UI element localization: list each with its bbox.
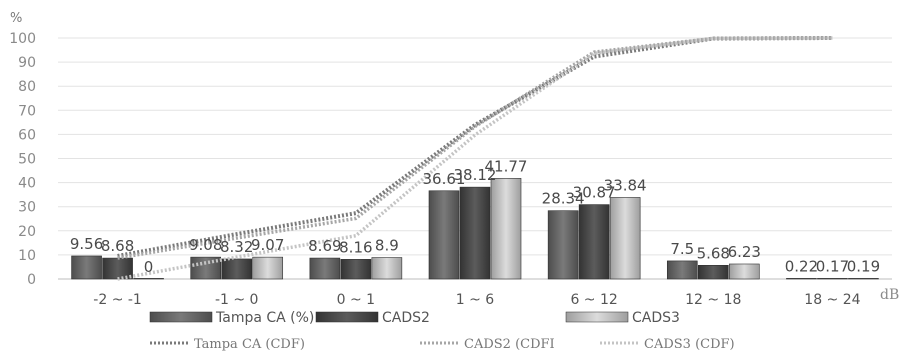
x-tick-label: 12 ~ 18	[685, 292, 741, 308]
bar	[848, 278, 879, 280]
x-tick-label: 6 ~ 12	[570, 292, 617, 308]
data-labels: 9.56 9.08 8.69 36.61 28.34 7.5 0.22 8.68 8.32 8.1…	[70, 157, 880, 276]
bar	[252, 256, 284, 280]
data-label: 8.16	[339, 238, 372, 256]
data-label: 8.32	[220, 238, 253, 256]
data-label: 5.68	[697, 244, 730, 262]
bar	[340, 259, 372, 280]
bar	[102, 257, 133, 280]
legend-label: CADS3 (CDF)	[644, 337, 735, 352]
data-label: 38.12	[454, 166, 497, 184]
gridlines	[58, 37, 892, 280]
y-tick-label: 90	[18, 55, 36, 71]
x-axis-unit: dB	[880, 287, 899, 303]
data-label: 28.34	[542, 190, 585, 208]
legend-label: Tampa CA (%)	[215, 310, 314, 326]
y-tick-label: 30	[18, 200, 36, 216]
bar	[428, 190, 460, 280]
bar	[221, 258, 253, 280]
bar	[547, 210, 579, 280]
bar	[578, 204, 610, 280]
data-label: 33.84	[604, 176, 647, 194]
data-label: 8.68	[101, 237, 134, 255]
y-tick-label: 100	[9, 31, 36, 47]
bar	[609, 197, 641, 280]
cdf-lines	[117, 36, 833, 281]
x-tick-label: 0 ~ 1	[337, 292, 375, 308]
data-label: 0	[144, 258, 154, 276]
x-tick-label: 1 ~ 6	[456, 292, 495, 308]
legend-label: Tampa CA (CDF)	[194, 337, 305, 352]
data-label: 8.69	[308, 237, 341, 255]
y-tick-label: 70	[18, 103, 36, 119]
legend-label: CADS2 (CDFI	[464, 337, 555, 352]
data-label: 8.9	[375, 237, 399, 255]
data-label: 9.08	[189, 236, 222, 254]
bar	[490, 178, 522, 280]
y-tick-label: 20	[18, 224, 36, 240]
bar	[309, 257, 341, 280]
legend-label: CADS3	[632, 310, 680, 326]
data-label: 36.61	[423, 170, 466, 188]
bar	[459, 186, 491, 280]
data-label: 30.87	[573, 184, 616, 202]
bar	[666, 260, 698, 280]
cdf-line	[117, 36, 833, 260]
legend-swatch	[149, 311, 213, 323]
legend: Tampa CA (%) CADS2 CADS3 Tampa CA (CDF) CADS…	[149, 310, 735, 352]
y-tick-label: 0	[27, 272, 36, 288]
cdf-line	[117, 36, 833, 281]
y-tick-label: 10	[18, 248, 36, 264]
data-label: 0.22	[785, 257, 818, 275]
x-tick-label: -1 ~ 0	[215, 292, 259, 308]
y-tick-label: 60	[18, 127, 36, 143]
bars	[71, 178, 879, 280]
legend-label: CADS2	[382, 310, 430, 326]
bar	[817, 278, 848, 280]
data-label: 0.19	[847, 258, 880, 276]
x-tick-label: 18 ~ 24	[804, 292, 860, 308]
bar	[697, 265, 729, 280]
bar	[371, 257, 403, 280]
data-label: 41.77	[485, 157, 528, 175]
bar	[71, 255, 102, 280]
legend-swatch	[565, 311, 629, 323]
y-tick-label: 40	[18, 176, 36, 192]
data-label: 6.23	[728, 243, 761, 261]
y-tick-label: 80	[18, 79, 36, 95]
bar	[728, 263, 760, 280]
data-label: 0.17	[816, 258, 849, 276]
bar	[786, 278, 817, 280]
legend-swatch	[315, 311, 379, 323]
data-label: 7.5	[670, 240, 694, 258]
y-axis-label: %	[10, 11, 22, 26]
bar	[133, 278, 164, 280]
data-label: 9.07	[251, 236, 284, 254]
data-label: 9.56	[70, 235, 103, 253]
x-tick-label: -2 ~ -1	[93, 292, 142, 308]
y-tick-label: 50	[18, 152, 36, 168]
